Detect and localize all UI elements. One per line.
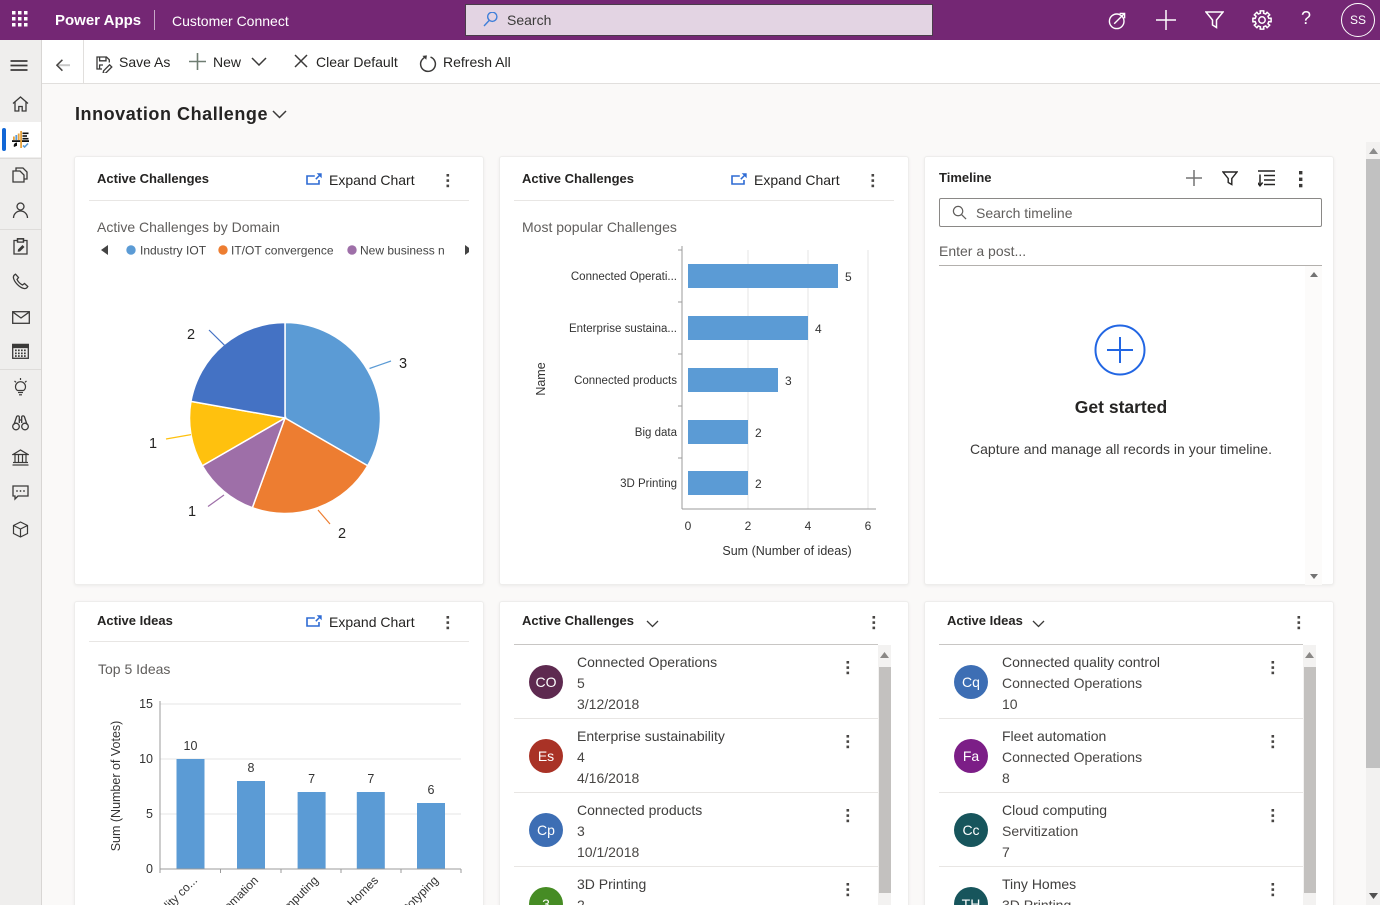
- svg-text:3: 3: [399, 356, 407, 372]
- svg-text:2: 2: [745, 519, 752, 533]
- svg-text:1: 1: [188, 504, 196, 520]
- svg-text:Connected quality co...: Connected quality co...: [104, 873, 200, 905]
- svg-text:5: 5: [146, 807, 153, 821]
- svg-text:2: 2: [755, 477, 762, 491]
- svg-text:Sum (Number of ideas): Sum (Number of ideas): [722, 544, 851, 558]
- svg-text:5: 5: [845, 270, 852, 284]
- svg-text:Sum (Number of Votes): Sum (Number of Votes): [109, 721, 123, 852]
- svg-text:1: 1: [149, 436, 157, 452]
- svg-text:New business n: New business n: [360, 244, 445, 258]
- svg-text:15: 15: [139, 697, 153, 711]
- svg-text:2: 2: [338, 526, 346, 542]
- svg-text:Name: Name: [534, 362, 548, 395]
- svg-text:Fleet automation: Fleet automation: [188, 873, 261, 905]
- svg-text:Cloud computing: Cloud computing: [248, 873, 322, 905]
- svg-text:Connected products: Connected products: [574, 375, 677, 387]
- svg-text:2: 2: [755, 426, 762, 440]
- svg-text:10: 10: [139, 752, 153, 766]
- svg-text:7: 7: [308, 772, 315, 786]
- svg-text:3: 3: [785, 374, 792, 388]
- svg-text:Tiny Homes: Tiny Homes: [326, 873, 381, 905]
- svg-text:Enterprise sustaina...: Enterprise sustaina...: [569, 323, 677, 335]
- svg-text:7: 7: [367, 772, 374, 786]
- svg-text:6: 6: [865, 519, 872, 533]
- svg-text:10: 10: [184, 739, 198, 753]
- svg-text:Connected Operati...: Connected Operati...: [571, 271, 677, 283]
- svg-text:Big data: Big data: [635, 427, 678, 439]
- svg-text:Industry IOT: Industry IOT: [140, 244, 207, 258]
- svg-text:2: 2: [187, 327, 195, 343]
- svg-text:Rapid prototyping: Rapid prototyping: [365, 873, 441, 905]
- svg-text:0: 0: [146, 862, 153, 876]
- svg-text:3D Printing: 3D Printing: [620, 478, 677, 490]
- svg-text:6: 6: [428, 783, 435, 797]
- svg-text:4: 4: [815, 322, 822, 336]
- svg-text:8: 8: [248, 761, 255, 775]
- svg-text:4: 4: [805, 519, 812, 533]
- svg-text:0: 0: [685, 519, 692, 533]
- svg-text:IT/OT convergence: IT/OT convergence: [231, 244, 334, 258]
